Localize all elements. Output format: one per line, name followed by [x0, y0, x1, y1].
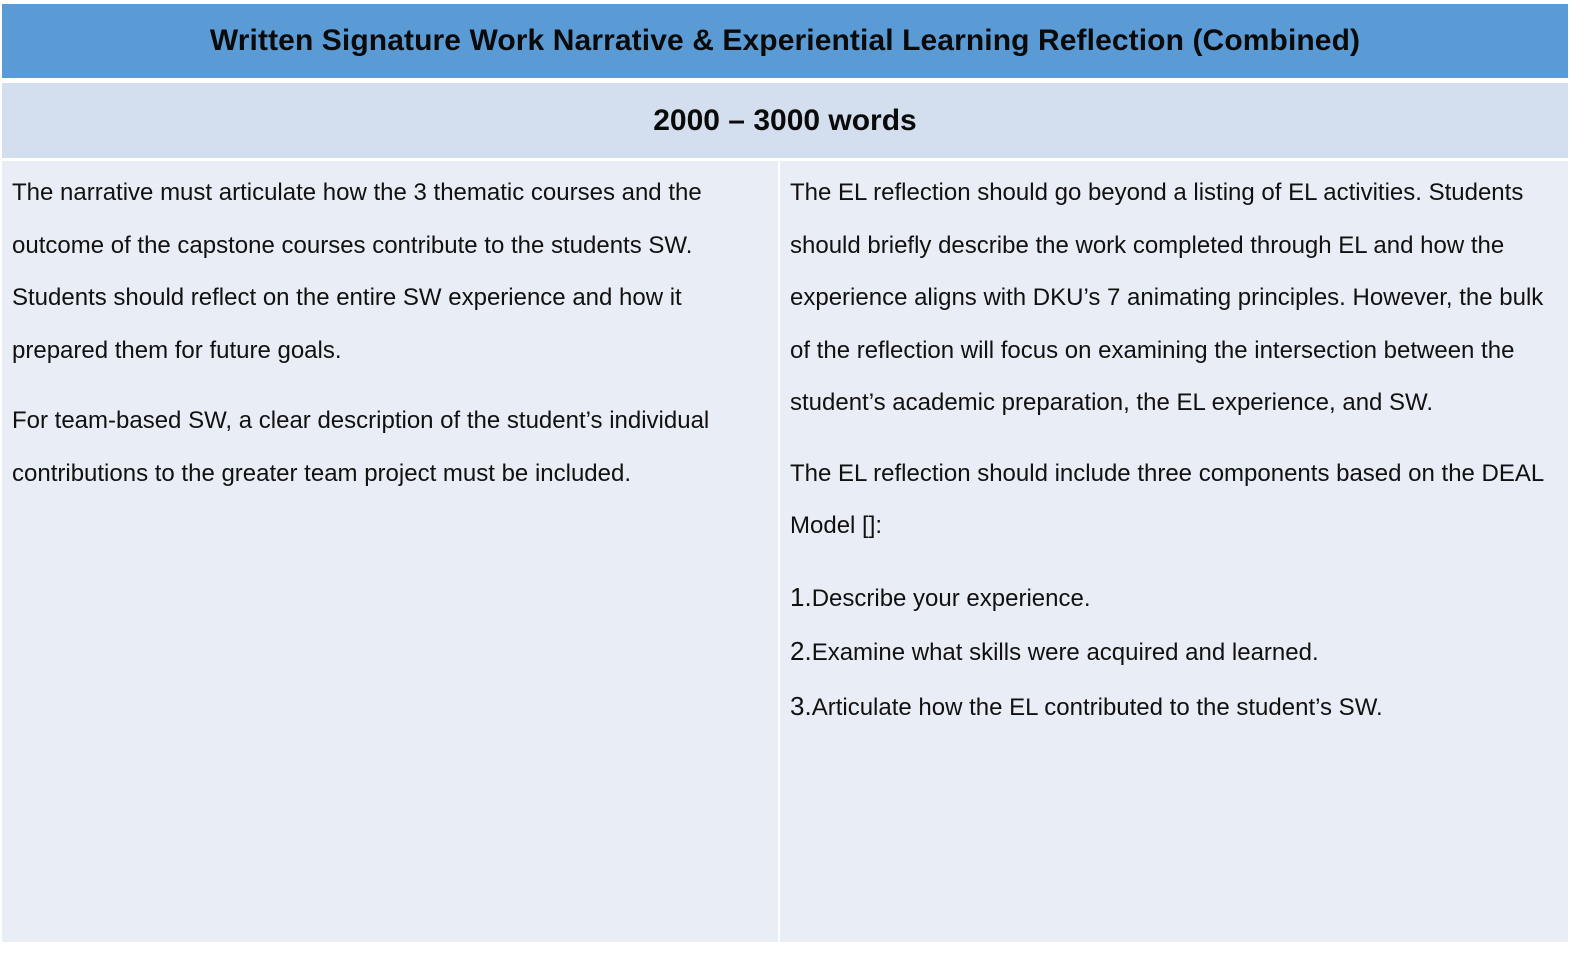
step-text: Describe your experience. [811, 584, 1091, 612]
step-number: 3. [790, 690, 812, 721]
narrative-paragraph: For team-based SW, a clear description o… [12, 407, 710, 487]
narrative-cell: The narrative must articulate how the 3 … [2, 161, 778, 942]
page-title: Written Signature Work Narrative & Exper… [209, 24, 1361, 57]
word-count-row: 2000 – 3000 words [2, 83, 1568, 158]
step-number: 2. [790, 636, 812, 666]
list-item: 3.Articulate how the EL contributed to t… [790, 680, 1558, 735]
el-paragraph: The EL reflection should include three c… [790, 459, 1544, 540]
title-row: Written Signature Work Narrative & Exper… [2, 4, 1568, 78]
step-text: Articulate how the EL contributed to the… [811, 693, 1383, 721]
list-item: 1.Describe your experience. [790, 571, 1558, 626]
word-count-label: 2000 – 3000 words [653, 103, 917, 137]
step-text: Examine what skills were acquired and le… [811, 639, 1319, 666]
narrative-paragraph: The narrative must articulate how the 3 … [12, 179, 702, 364]
el-paragraph: The EL reflection should go beyond a lis… [790, 179, 1544, 416]
el-reflection-cell: The EL reflection should go beyond a lis… [780, 161, 1568, 942]
list-item: 2.Examine what skills were acquired and … [790, 625, 1558, 680]
step-number: 1. [790, 581, 812, 612]
deal-steps-list: 1.Describe your experience. 2.Examine wh… [790, 571, 1558, 735]
requirements-table: Written Signature Work Narrative & Exper… [2, 4, 1568, 942]
